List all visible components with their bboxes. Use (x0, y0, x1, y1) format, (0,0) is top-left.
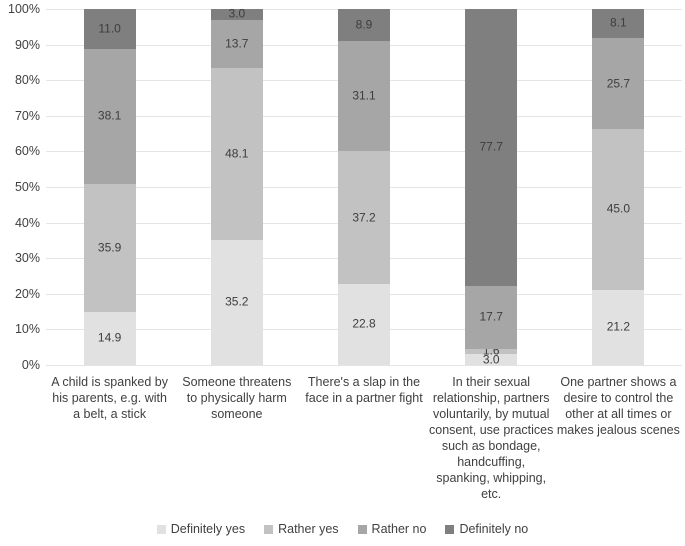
y-axis-tick-label: 10% (14, 322, 40, 337)
bar-segment: 35.9 (83, 184, 136, 312)
category-label: A child is spanked by his parents, e.g. … (51, 375, 168, 421)
legend-item: Rather yes (264, 522, 339, 536)
legend-swatch-icon (357, 524, 367, 534)
y-axis-tick-label: 80% (14, 73, 40, 88)
legend-swatch-icon (156, 524, 166, 534)
y-axis-tick-label: 30% (14, 251, 40, 266)
data-label: 17.7 (479, 309, 503, 324)
bar-segment: 8.9 (338, 9, 390, 41)
bar-column: 3.0 1.6 17.7 77.7 (465, 9, 518, 367)
bar-segment: 38.1 (83, 48, 136, 185)
bar-column: 22.8 37.2 31.1 8.9 (338, 9, 390, 365)
x-axis-labels: A child is spanked by his parents, e.g. … (46, 374, 682, 514)
data-label: 25.7 (606, 76, 631, 91)
y-axis: 100% 90% 80% 70% 60% 50% 40% 30% 20% 10% 0% (0, 0, 40, 380)
bar-segment: 3.0 (210, 6, 263, 21)
data-label: 45.0 (606, 201, 631, 216)
y-axis-tick-label: 70% (14, 108, 40, 123)
data-label: 35.9 (97, 240, 122, 255)
legend-label: Definitely no (459, 522, 529, 536)
legend-item: Rather no (357, 522, 427, 536)
bar-segment: 13.7 (210, 19, 263, 69)
bar-segment: 22.8 (338, 283, 390, 365)
y-axis-tick-label: 100% (8, 2, 40, 16)
bar-segment: 17.7 (465, 285, 518, 349)
bar-segment: 35.2 (210, 239, 263, 365)
data-label: 8.9 (355, 17, 373, 32)
legend-swatch-icon (445, 524, 455, 534)
data-label: 3.0 (482, 352, 500, 367)
data-label: 21.2 (606, 319, 631, 334)
data-label: 11.0 (98, 21, 121, 36)
bar-column: 21.2 45.0 25.7 8.1 (592, 9, 645, 365)
legend-label: Definitely yes (170, 522, 246, 536)
data-label: 22.8 (352, 316, 376, 331)
gridline (46, 365, 682, 366)
bar-segment: 48.1 (210, 68, 263, 240)
bar-column: 14.9 35.9 38.1 11.0 (83, 9, 136, 365)
y-axis-tick-label: 60% (14, 144, 40, 159)
y-axis-tick-label: 0% (21, 358, 40, 372)
bar-segment: 21.2 (592, 289, 645, 365)
y-axis-tick-label: 20% (14, 286, 40, 301)
category-label: Someone threatens to physically harm som… (182, 375, 292, 421)
data-label: 38.1 (97, 108, 122, 123)
data-label: 37.2 (352, 210, 376, 225)
bar-segment: 1.6 (465, 344, 518, 357)
bar-segment: 31.1 (338, 40, 390, 152)
legend-item: Definitely yes (156, 522, 246, 536)
data-label: 14.9 (97, 330, 122, 345)
legend-item: Definitely no (445, 522, 528, 536)
bar-segment: 11.0 (83, 9, 136, 49)
legend-label: Rather no (371, 522, 427, 536)
legend: Definitely yes Rather yes Rather no Definit… (0, 522, 685, 536)
bar-segment: 77.7 (465, 9, 518, 286)
data-label: 77.7 (479, 139, 503, 154)
legend-label: Rather yes (278, 522, 339, 536)
bar-segment: 25.7 (592, 37, 645, 130)
data-label: 31.1 (352, 88, 376, 103)
bar-segment: 37.2 (338, 151, 390, 284)
bar-column: 35.2 48.1 13.7 3.0 (210, 6, 263, 365)
bar-segment: 3.0 (465, 352, 518, 367)
category-label: There's a slap in the face in a partner … (305, 375, 423, 405)
category-label: One partner shows a desire to control th… (556, 375, 680, 437)
y-axis-tick-label: 50% (14, 180, 40, 194)
data-label: 13.7 (225, 36, 249, 51)
plot-area: 14.9 35.9 38.1 11.0 35.2 48.1 13.7 3.0 22.8 37.2 3… (46, 6, 682, 367)
data-label: 35.2 (225, 294, 249, 309)
legend-swatch-icon (264, 524, 274, 534)
category-label: In their sexual relationship, partners v… (429, 375, 554, 501)
data-label: 3.0 (228, 6, 246, 21)
bar-segment: 14.9 (83, 311, 136, 365)
bar-segment: 45.0 (592, 129, 645, 290)
y-axis-tick-label: 40% (14, 215, 40, 230)
bar-segment: 8.1 (592, 9, 645, 38)
data-label: 8.1 (610, 15, 627, 30)
y-axis-tick-label: 90% (14, 37, 40, 52)
data-label: 48.1 (225, 146, 249, 161)
